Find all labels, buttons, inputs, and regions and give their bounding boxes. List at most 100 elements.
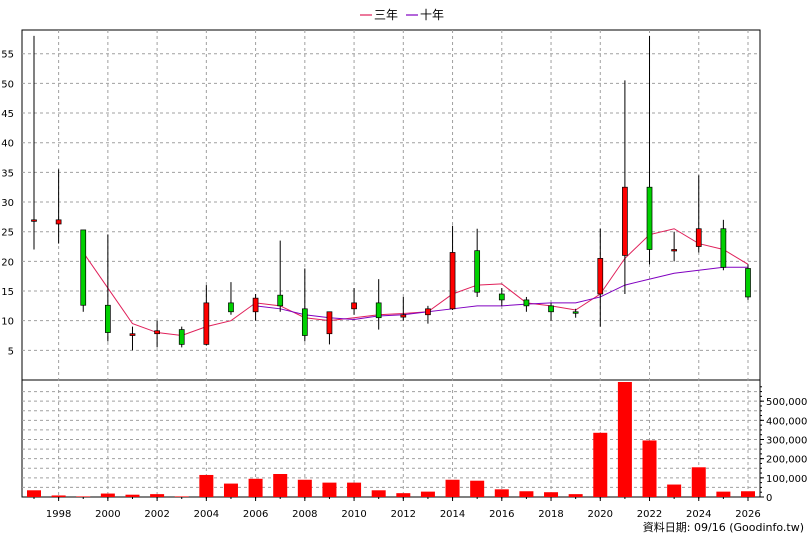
volume-bar bbox=[593, 432, 608, 497]
price-tick-label: 35 bbox=[1, 168, 14, 179]
volume-bar bbox=[642, 440, 657, 497]
x-axis: 1998 2000 2002 2004 2006 2008 2010 2012 2014 2016… bbox=[33, 497, 761, 520]
candle-body bbox=[622, 186, 628, 256]
candle-body bbox=[449, 252, 456, 310]
candle-body bbox=[375, 302, 382, 319]
candle-body bbox=[351, 302, 357, 310]
price-tick-label: 10 bbox=[1, 317, 14, 328]
volume-tick-label: 500,000 bbox=[766, 397, 807, 408]
source-label: 資料日期: 09/16 (Goodinfo.tw) bbox=[643, 520, 804, 534]
price-tick-label: 45 bbox=[1, 109, 14, 120]
volume-bar bbox=[617, 382, 632, 497]
price-tick-label: 20 bbox=[1, 257, 14, 268]
x-tick-label: 2024 bbox=[686, 509, 711, 520]
candle-body bbox=[425, 308, 431, 316]
volume-bar bbox=[568, 494, 583, 497]
candle-body bbox=[178, 329, 185, 345]
volume-bars bbox=[27, 382, 755, 497]
price-tick-label: 30 bbox=[1, 198, 14, 209]
x-tick-label: 2016 bbox=[489, 509, 514, 520]
volume-bar bbox=[223, 483, 238, 497]
volume-bar bbox=[51, 495, 66, 497]
volume-bar bbox=[667, 484, 682, 497]
volume-bar bbox=[76, 496, 91, 497]
volume-tick-label: 200,000 bbox=[766, 455, 807, 466]
volume-tick-label: 300,000 bbox=[766, 436, 807, 447]
volume-tick-label: 400,000 bbox=[766, 416, 807, 427]
x-tick-label: 2004 bbox=[194, 509, 219, 520]
candle-body bbox=[203, 302, 210, 345]
volume-bar bbox=[125, 494, 140, 497]
candle-body bbox=[523, 299, 530, 307]
x-tick-label: 2000 bbox=[95, 509, 120, 520]
volume-bar bbox=[150, 494, 165, 497]
x-tick-label: 2022 bbox=[637, 509, 662, 520]
volume-bar bbox=[470, 480, 485, 497]
x-tick-label: 2002 bbox=[144, 509, 169, 520]
plot-frame bbox=[21, 29, 761, 498]
grid bbox=[22, 30, 760, 497]
x-tick-label: 2010 bbox=[341, 509, 366, 520]
candle-body bbox=[597, 258, 604, 295]
x-tick-label: 2008 bbox=[292, 509, 317, 520]
volume-tick-label: 0 bbox=[766, 493, 772, 504]
volume-bar bbox=[27, 490, 41, 497]
candle-body bbox=[498, 293, 505, 301]
candle-body bbox=[31, 219, 37, 222]
candle-body bbox=[400, 314, 407, 318]
legend-label: 十年 bbox=[420, 8, 444, 22]
x-tick-label: 2014 bbox=[440, 509, 465, 520]
volume-bar bbox=[420, 491, 435, 497]
candle-body bbox=[474, 250, 481, 293]
x-tick-label: 2018 bbox=[538, 509, 563, 520]
volume-bar bbox=[297, 479, 312, 497]
price-tick-label: 15 bbox=[1, 287, 14, 298]
candle-body bbox=[105, 304, 111, 333]
candle-body bbox=[252, 297, 259, 313]
volume-tick-label: 100,000 bbox=[766, 474, 807, 485]
legend-label: 三年 bbox=[374, 8, 398, 22]
candle-body bbox=[671, 249, 677, 252]
price-tick-label: 55 bbox=[1, 50, 14, 61]
x-tick-label: 1998 bbox=[46, 509, 71, 520]
volume-bar bbox=[347, 482, 362, 497]
price-tick-label: 40 bbox=[1, 139, 14, 150]
volume-bar bbox=[716, 491, 731, 497]
volume-bar bbox=[445, 479, 460, 497]
candle-body bbox=[548, 305, 554, 313]
volume-bar bbox=[100, 493, 115, 497]
candles bbox=[31, 35, 751, 351]
legend: 三年 十年 bbox=[360, 8, 444, 22]
candle-body bbox=[228, 302, 234, 313]
x-tick-label: 2006 bbox=[243, 509, 268, 520]
candle-body bbox=[55, 219, 62, 225]
price-axis: 5 10 15 20 25 30 35 40 45 50 55 bbox=[1, 50, 14, 358]
volume-bar bbox=[371, 490, 386, 497]
candle-body bbox=[301, 308, 308, 336]
candle-body bbox=[572, 311, 579, 314]
price-tick-label: 50 bbox=[1, 79, 14, 90]
candle-body bbox=[154, 330, 160, 335]
volume-bar bbox=[248, 478, 263, 497]
x-tick-label: 2012 bbox=[391, 509, 416, 520]
volume-bar bbox=[199, 474, 214, 497]
candle-body bbox=[80, 229, 87, 306]
candle-body bbox=[129, 333, 136, 336]
volume-bar bbox=[396, 493, 411, 497]
price-tick-label: 25 bbox=[1, 228, 14, 239]
x-tick-label: 2026 bbox=[735, 509, 760, 520]
volume-bar bbox=[544, 492, 559, 497]
candle-body bbox=[326, 311, 333, 335]
volume-bar bbox=[273, 474, 288, 497]
volume-bar bbox=[322, 482, 337, 497]
candle-body bbox=[745, 268, 751, 298]
volume-axis: 0 100,000 200,000 300,000 400,000 500,000 bbox=[760, 386, 807, 504]
volume-bar bbox=[741, 491, 755, 497]
candle-body bbox=[277, 294, 284, 307]
x-tick-label: 2020 bbox=[588, 509, 613, 520]
volume-bar bbox=[519, 491, 534, 497]
volume-bar bbox=[691, 467, 706, 497]
volume-bar bbox=[494, 489, 509, 497]
volume-bar bbox=[174, 496, 189, 497]
